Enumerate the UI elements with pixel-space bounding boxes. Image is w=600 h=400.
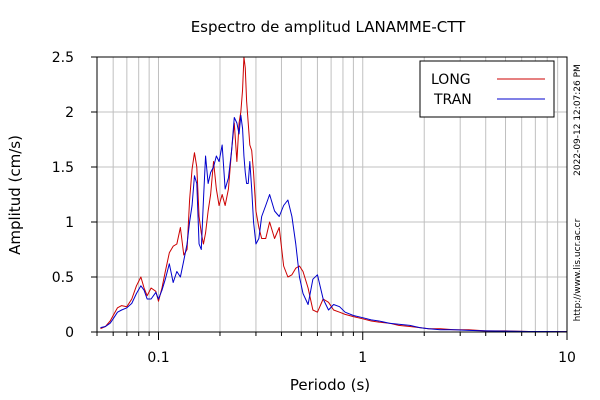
grid-lines bbox=[96, 56, 567, 333]
x-axis-label: Periodo (s) bbox=[290, 376, 370, 394]
x-tick-label: 1 bbox=[358, 350, 367, 366]
y-tick-label: 2 bbox=[65, 105, 74, 121]
y-tick-label: 1 bbox=[65, 215, 74, 231]
y-axis-ticks: 0 0.5 1 1.5 2 2.5 bbox=[52, 50, 97, 341]
series-line-tran bbox=[100, 114, 568, 333]
y-tick-label: 1.5 bbox=[52, 160, 74, 176]
series-line-long bbox=[100, 56, 568, 333]
x-axis-ticks: 0.1 1 10 bbox=[96, 332, 576, 366]
y-tick-label: 2.5 bbox=[52, 50, 74, 66]
x-tick-label: 0.1 bbox=[147, 350, 169, 366]
url-label: http://www.lis.ucr.ac.cr bbox=[573, 218, 583, 321]
y-tick-label: 0 bbox=[65, 325, 74, 341]
x-tick-label: 10 bbox=[558, 350, 576, 366]
legend-label-long: LONG bbox=[431, 72, 471, 88]
timestamp-label: 2022-09-12 12:07:26 PM bbox=[573, 64, 583, 176]
legend: LONG TRAN bbox=[419, 60, 555, 118]
legend-box bbox=[419, 60, 555, 118]
y-axis-label: Amplitud (cm/s) bbox=[6, 135, 24, 255]
plot-frame bbox=[96, 56, 568, 333]
y-tick-label: 0.5 bbox=[52, 270, 74, 286]
data-series bbox=[100, 56, 568, 333]
chart-title: Espectro de amplitud LANAMME-CTT bbox=[191, 18, 466, 36]
legend-label-tran: TRAN bbox=[433, 92, 472, 108]
